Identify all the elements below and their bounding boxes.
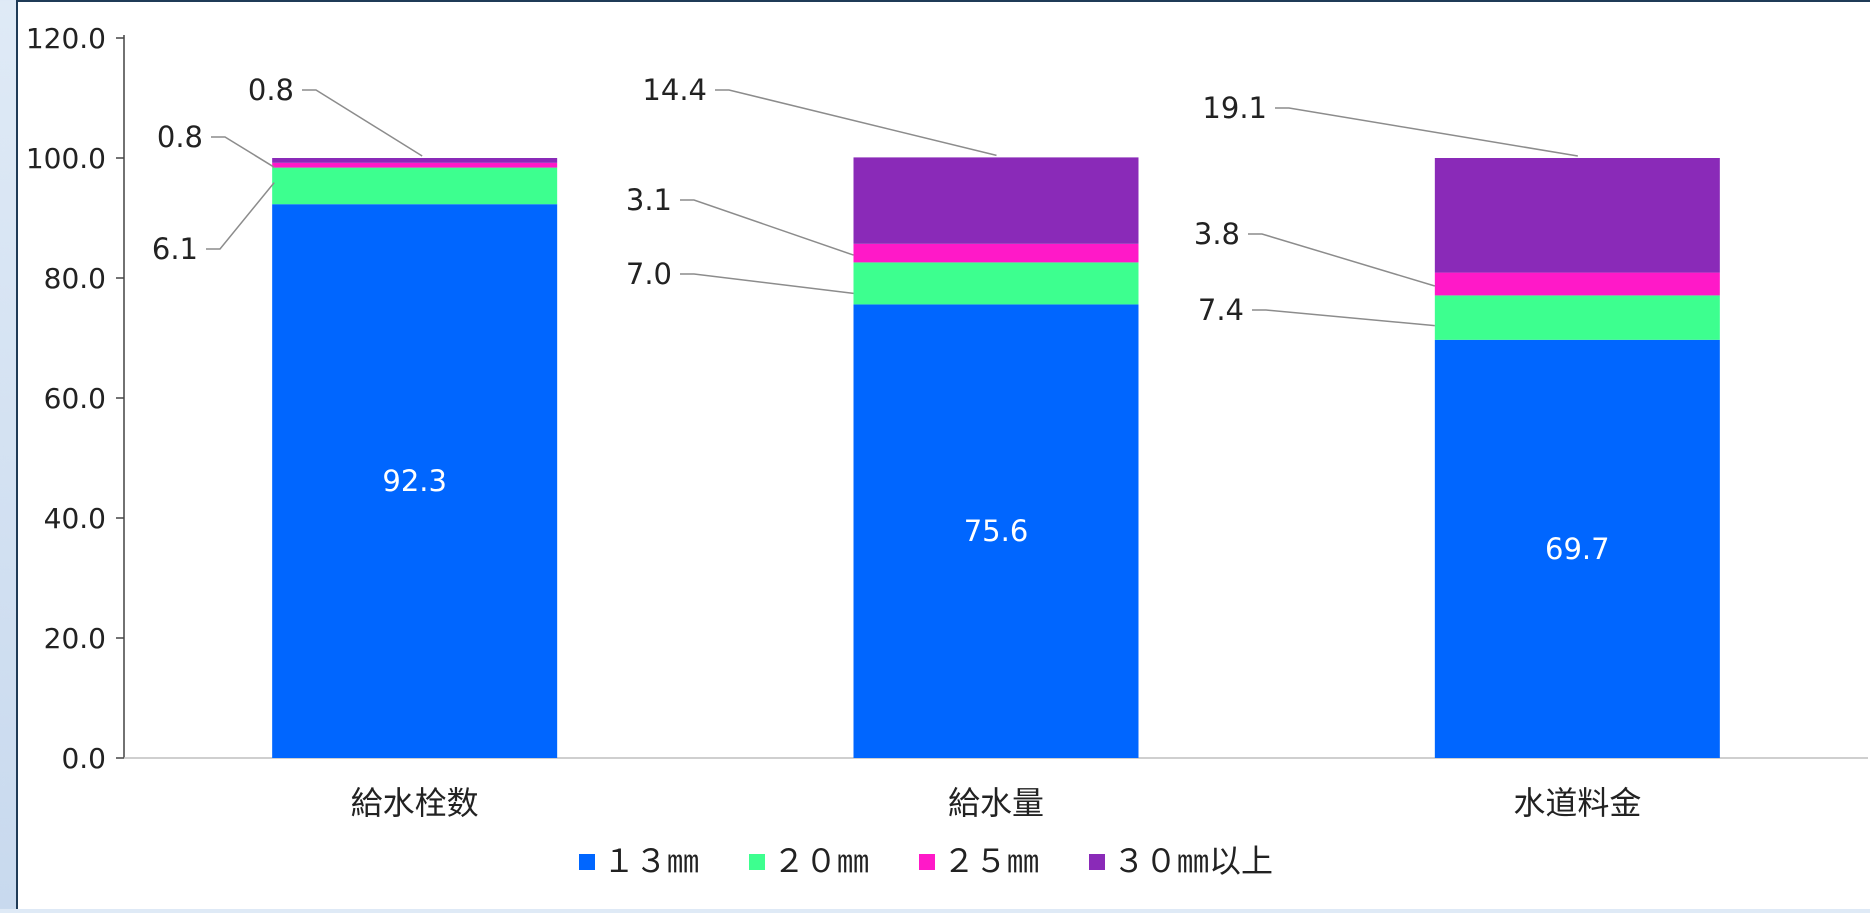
leader-line — [1275, 107, 1578, 157]
legend-label: ２０㎜ — [773, 842, 869, 880]
bar-segment — [853, 262, 1139, 305]
leader-line — [680, 199, 854, 256]
data-label: 92.3 — [382, 464, 447, 498]
bar-segment — [853, 157, 1139, 244]
leader-line — [715, 89, 997, 157]
data-label: 75.6 — [964, 514, 1029, 548]
leader-line — [1248, 233, 1436, 287]
x-tick-label: 給水栓数 — [351, 784, 479, 822]
bar-segment — [853, 304, 1139, 758]
bar-segment — [272, 158, 558, 163]
leader-line — [680, 273, 854, 295]
bar-segment — [1434, 295, 1720, 340]
data-label: 6.1 — [152, 232, 198, 266]
bar-segment — [853, 243, 1139, 263]
bar-segment — [272, 204, 558, 758]
bar-segment — [1434, 272, 1720, 296]
y-tick-label: 0.0 — [61, 742, 106, 775]
data-label: 7.4 — [1198, 293, 1244, 327]
legend-label: １３㎜ — [603, 842, 699, 880]
y-tick-label: 40.0 — [44, 502, 106, 535]
data-label: 19.1 — [1202, 91, 1267, 125]
x-tick-labels: 給水栓数 給水量 水道料金 — [351, 784, 1642, 822]
y-tick-label: 80.0 — [44, 262, 106, 295]
data-label: 3.1 — [626, 183, 672, 217]
data-label: 0.8 — [157, 120, 203, 154]
bar-segment — [1434, 339, 1720, 758]
legend-swatch — [579, 854, 595, 870]
bars — [272, 157, 1720, 758]
stacked-bar-chart: 0.0 20.0 40.0 60.0 80.0 100.0 120.0 92.3 6.1 0.8… — [26, 22, 1868, 880]
bar-segment — [1434, 158, 1720, 273]
x-tick-label: 給水量 — [948, 784, 1044, 822]
axes: 0.0 20.0 40.0 60.0 80.0 100.0 120.0 — [26, 22, 1868, 775]
chart-frame: 0.0 20.0 40.0 60.0 80.0 100.0 120.0 92.3 6.1 0.8… — [16, 0, 1870, 909]
legend-swatch — [919, 854, 935, 870]
data-label: 7.0 — [626, 257, 672, 291]
y-tick-label: 60.0 — [44, 382, 106, 415]
data-label: 14.4 — [642, 73, 707, 107]
legend-label: ２５㎜ — [943, 842, 1039, 880]
y-tick-label: 20.0 — [44, 622, 106, 655]
data-label: 0.8 — [248, 73, 294, 107]
legend-swatch — [749, 854, 765, 870]
legend: １３㎜ ２０㎜ ２５㎜ ３０㎜以上 — [579, 842, 1273, 880]
data-labels: 92.3 6.1 0.8 0.8 75.6 7.0 3.1 14.4 69.7 7.4 3.8 19.… — [152, 73, 1610, 566]
leader-line — [206, 182, 275, 250]
legend-swatch — [1089, 854, 1105, 870]
legend-label: ３０㎜以上 — [1113, 842, 1273, 880]
leader-line — [302, 89, 423, 157]
data-label: 69.7 — [1545, 532, 1610, 566]
bar-segment — [272, 162, 558, 168]
y-tick-label: 120.0 — [26, 22, 106, 55]
leader-line — [211, 136, 275, 168]
x-tick-label: 水道料金 — [1513, 784, 1641, 822]
bar-segment — [272, 167, 558, 205]
data-label: 3.8 — [1194, 217, 1240, 251]
leader-line — [1252, 309, 1435, 327]
y-tick-label: 100.0 — [26, 142, 106, 175]
